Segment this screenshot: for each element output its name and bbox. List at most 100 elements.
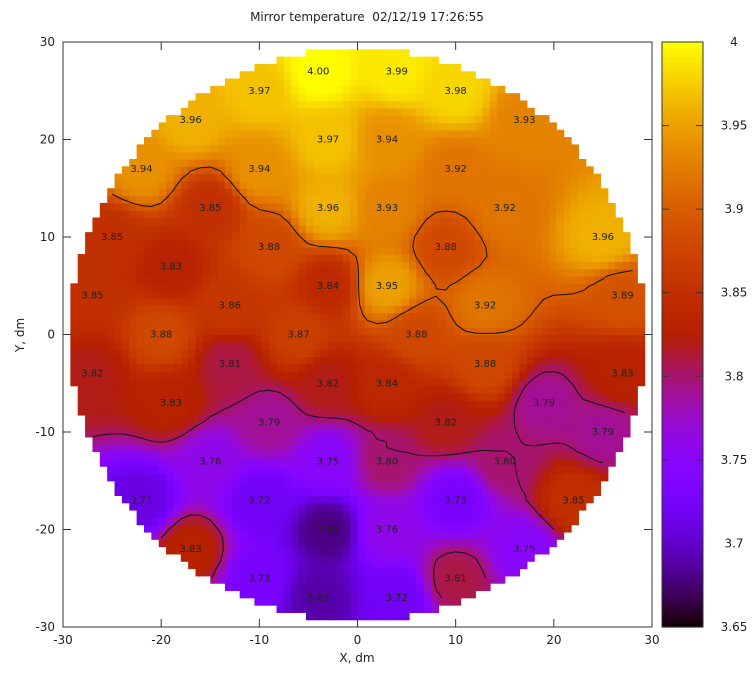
heatmap-cell [166,539,175,548]
heatmap-cell [180,239,189,248]
heatmap-cell [350,436,359,445]
heatmap-cell [335,297,344,306]
heatmap-cell [512,371,521,379]
heatmap-cell [195,378,204,387]
heatmap-cell [217,400,226,409]
heatmap-cell [313,217,322,226]
heatmap-cell [261,122,270,131]
heatmap-cell [504,283,513,292]
heatmap-cell [254,166,263,175]
heatmap-cell [224,363,233,372]
heatmap-cell [548,232,557,241]
heatmap-cell [394,385,403,394]
heatmap-cell [379,202,388,211]
heatmap-cell [261,210,270,219]
heatmap-cell [158,151,167,160]
heatmap-cell [438,539,447,548]
heatmap-cell [151,188,160,197]
heatmap-cell [166,166,175,175]
heatmap-cell [438,597,447,606]
heatmap-cell [534,290,543,299]
heatmap-cell [578,334,587,343]
heatmap-cell [482,305,491,314]
heatmap-cell [453,137,462,145]
heatmap-cell [261,63,270,72]
heatmap-cell [261,539,270,548]
heatmap-cell [379,107,388,116]
heatmap-cell [166,261,175,270]
heatmap-cell [357,290,366,299]
heatmap-cell [379,393,388,401]
heatmap-cell [497,510,506,518]
heatmap-cell [276,202,285,211]
heatmap-cell [423,305,432,314]
heatmap-cell [188,319,197,328]
heatmap-cell [416,202,425,211]
heatmap-cell [386,612,395,621]
heatmap-cell [247,458,256,467]
heatmap-cell [224,517,233,526]
heatmap-cell [254,531,263,540]
heatmap-cell [350,605,359,613]
heatmap-cell [475,466,484,475]
heatmap-cell [519,254,528,262]
heatmap-cell [328,488,337,496]
heatmap-cell [254,188,263,197]
heatmap-cell [180,173,189,182]
heatmap-cell [372,517,381,526]
heatmap-cell [188,290,197,299]
heatmap-cell [357,166,366,175]
heatmap-cell [313,444,322,453]
heatmap-cell [409,195,417,204]
heatmap-cell [401,137,410,145]
heatmap-cell [114,232,123,241]
heatmap-cell [247,254,256,262]
heatmap-cell [269,575,278,584]
heatmap-cell [247,583,256,592]
heatmap-cell [578,407,587,416]
heatmap-cell [158,122,167,131]
heatmap-cell [386,407,395,416]
heatmap-cell [409,319,417,328]
heatmap-cell [364,385,373,394]
heatmap-cell [291,202,300,211]
heatmap-cell [99,327,108,336]
heatmap-cell [224,188,233,197]
heatmap-cell [298,429,307,438]
heatmap-cell [423,488,432,496]
heatmap-cell [556,429,565,438]
heatmap-cell [548,195,557,204]
heatmap-cell [401,56,410,65]
heatmap-cell [261,151,270,160]
heatmap-cell [99,268,108,277]
colorbar-swatch [662,592,703,599]
heatmap-cell [585,319,594,328]
heatmap-cell [431,605,440,613]
heatmap-cell [372,297,381,306]
heatmap-cell [180,422,189,431]
heatmap-cell [379,575,388,584]
heatmap-cell [210,122,219,131]
heatmap-cell [431,393,440,401]
heatmap-cell [600,429,609,438]
heatmap-cell [202,546,211,555]
heatmap-cell [151,488,160,496]
heatmap-cell [350,429,359,438]
heatmap-cell [129,488,138,496]
heatmap-cell [556,510,565,518]
heatmap-cell [283,480,292,489]
heatmap-cell [445,407,454,416]
heatmap-cell [438,115,447,124]
heatmap-cell [210,312,219,321]
heatmap-cell [445,305,454,314]
heatmap-cell [607,363,616,372]
heatmap-cell [504,488,513,496]
heatmap-cell [372,327,381,336]
heatmap-cell [313,539,322,548]
heatmap-cell [320,480,329,489]
heatmap-cell [305,385,314,394]
heatmap-cell [298,597,307,606]
heatmap-cell [467,254,476,262]
heatmap-cell [224,78,233,87]
heatmap-cell [497,144,506,153]
